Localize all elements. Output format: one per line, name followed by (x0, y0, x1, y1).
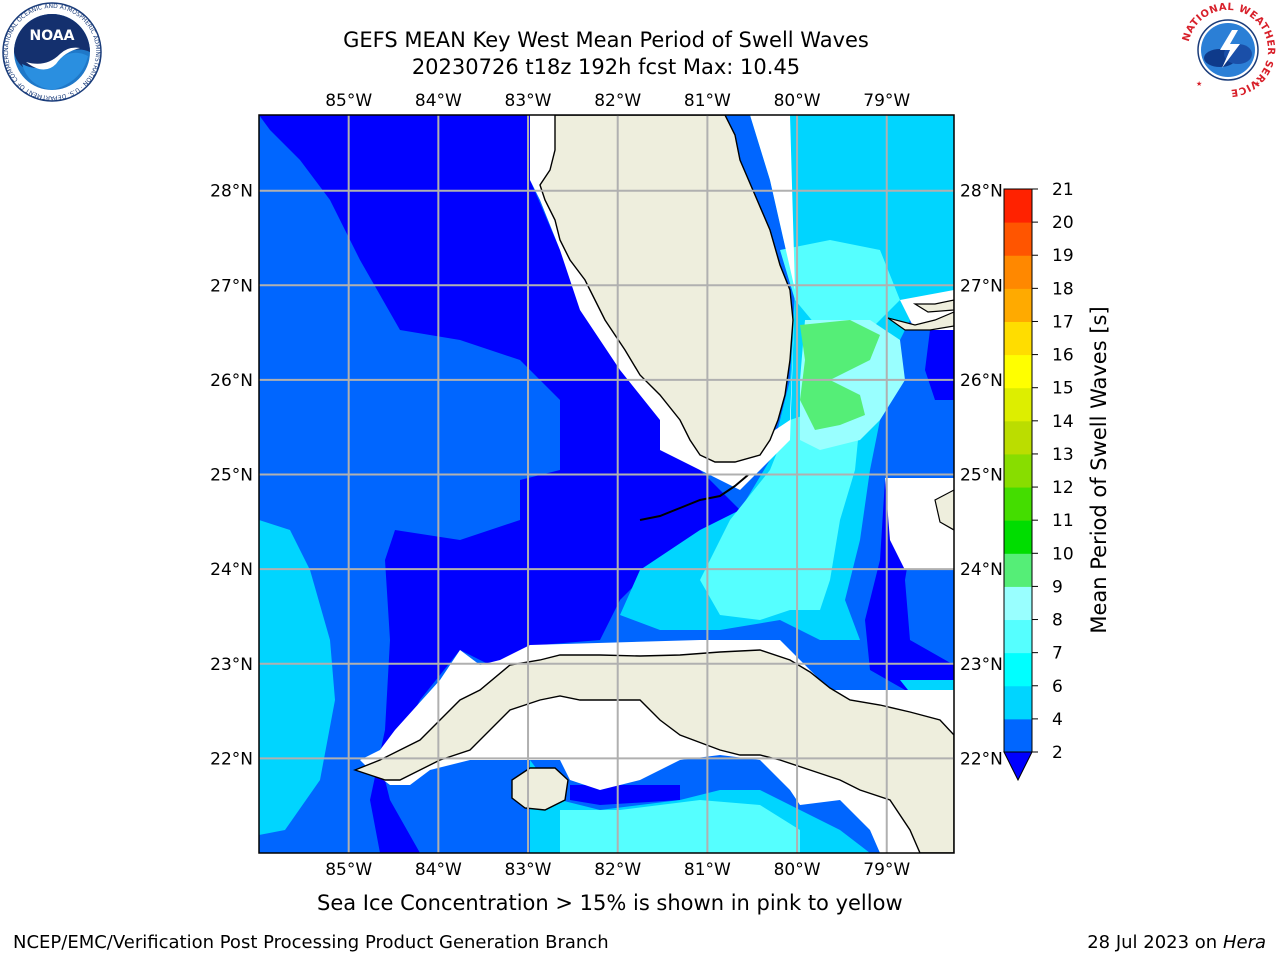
colorbar-segment (1004, 387, 1032, 422)
lon-tick-label-top: 83°W (505, 91, 552, 111)
footer-date: 28 Jul 2023 on Hera (1087, 932, 1266, 953)
colorbar-tick-label: 8 (1052, 611, 1063, 631)
chart-subtitle: 20230726 t18z 192h fcst Max: 10.45 (411, 55, 801, 79)
chart-title: GEFS MEAN Key West Mean Period of Swell … (343, 28, 869, 52)
lon-tick-label-bottom: 81°W (684, 860, 731, 880)
map-tick-labels: 85°W 85°W 84°W 84°W 83°W 83°W 82°W 82°W 81°W 81°W… (210, 91, 1003, 880)
lat-tick-label-right: 27°N (960, 276, 1003, 296)
colorbar-segment (1004, 652, 1032, 687)
colorbar-segment (1004, 718, 1032, 753)
map-frame (258, 114, 955, 854)
colorbar-segment (1004, 420, 1032, 455)
swell-contour-4to6-west (259, 520, 335, 835)
land-florida-keys (639, 474, 749, 521)
swell-contour-9to10 (800, 320, 880, 430)
colorbar-under-triangle (1003, 751, 1033, 782)
colorbar-segment (1004, 520, 1032, 554)
land-bahamas-andros (934, 489, 954, 531)
svg-text:★: ★ (1196, 80, 1202, 88)
colorbar-tick-label: 4 (1052, 710, 1063, 730)
lat-tick-label-left: 27°N (210, 276, 253, 296)
lat-tick-label-left: 28°N (210, 182, 253, 202)
colorbar-segment (1004, 487, 1032, 521)
colorbar-frame (1003, 188, 1033, 753)
colorbar-label: Mean Period of Swell Waves [s] (1087, 306, 1111, 633)
colorbar-segment (1004, 553, 1032, 587)
sea-ice-note: Sea Ice Concentration > 15% is shown in … (317, 891, 903, 915)
swell-contour-under2-bahamas (925, 330, 954, 400)
colorbar-segment (1004, 354, 1032, 389)
colorbar-tick-label: 10 (1052, 544, 1074, 564)
colorbar-tick-label: 18 (1052, 279, 1074, 299)
footer-host: Hera (1222, 932, 1266, 953)
lat-tick-label-left: 26°N (210, 371, 253, 391)
lon-tick-label-top: 82°W (594, 91, 641, 111)
lon-tick-label-bottom: 83°W (505, 860, 552, 880)
lon-tick-label-bottom: 80°W (774, 860, 821, 880)
lat-tick-label-left: 24°N (210, 560, 253, 580)
colorbar-segment (1004, 685, 1032, 720)
colorbar-tick-label: 12 (1052, 478, 1074, 498)
colorbar-tick-label: 17 (1052, 312, 1074, 332)
noaa-logo: NATIONAL OCEANIC AND ATMOSPHERIC ADMINIS… (2, 2, 102, 102)
swell-contour-6to8-south (560, 800, 800, 853)
colorbar-tick-label: 7 (1052, 644, 1063, 664)
colorbar-segment (1004, 222, 1032, 256)
lon-tick-label-top: 80°W (774, 91, 821, 111)
svg-text:★: ★ (1254, 80, 1260, 88)
lon-tick-label-bottom: 84°W (415, 860, 462, 880)
noaa-logo-text: NOAA (30, 28, 75, 44)
colorbar-segment (1004, 321, 1032, 356)
colorbar-tick-label: 21 (1052, 180, 1074, 200)
colorbar-tick-label: 11 (1052, 511, 1074, 531)
lat-tick-label-right: 23°N (960, 655, 1003, 675)
swell-contour-under2-south (570, 785, 680, 805)
lat-tick-label-left: 25°N (210, 466, 253, 486)
lon-tick-label-top: 85°W (325, 91, 372, 111)
lon-tick-label-bottom: 85°W (325, 860, 372, 880)
lat-tick-label-right: 24°N (960, 560, 1003, 580)
colorbar-segment (1004, 288, 1032, 322)
lat-tick-label-right: 26°N (960, 371, 1003, 391)
footer-credit: NCEP/EMC/Verification Post Processing Pr… (13, 932, 609, 953)
land-florida (539, 115, 794, 463)
colorbar-tick-label: 9 (1052, 577, 1063, 597)
colorbar-segment (1004, 255, 1032, 289)
colorbar-tick-label: 20 (1052, 213, 1074, 233)
land-bahamas-grand (887, 311, 954, 331)
lon-tick-label-bottom: 79°W (863, 860, 910, 880)
colorbar-tick-label: 19 (1052, 246, 1074, 266)
swell-contour-under2-gulf (259, 115, 740, 853)
colorbar-tick-label: 14 (1052, 412, 1074, 432)
colorbar-tick-label: 16 (1052, 346, 1074, 366)
colorbar-tick-label: 2 (1052, 743, 1063, 763)
colorbar-tick-label: 6 (1052, 677, 1063, 697)
footer-date-text: 28 Jul 2023 on (1087, 932, 1223, 953)
colorbar-segment (1004, 586, 1032, 621)
nws-logo: NATIONAL WEATHER SERVICE ★ ★ (1181, 2, 1276, 98)
lat-tick-label-left: 23°N (210, 655, 253, 675)
swell-contour-4to6-straits (620, 115, 954, 640)
lon-tick-label-bottom: 82°W (594, 860, 641, 880)
land-bahamas-abaco (912, 299, 954, 313)
land-cuba (352, 649, 954, 853)
lat-tick-label-right: 22°N (960, 749, 1003, 769)
map-area (259, 115, 954, 853)
swell-contour-6to8 (700, 410, 860, 620)
colorbar-segment (1004, 453, 1032, 488)
land-isle-of-youth (511, 767, 569, 811)
lat-tick-label-right: 25°N (960, 466, 1003, 486)
lat-tick-label-left: 22°N (210, 749, 253, 769)
colorbar-tick-label: 13 (1052, 445, 1074, 465)
colorbar-segment (1004, 189, 1032, 223)
colorbar: 2 4 6 7 8 9 10 11 12 13 14 15 16 17 18 19 20 21 (1003, 180, 1074, 782)
map-gridlines (259, 115, 954, 853)
colorbar-tick-label: 15 (1052, 379, 1074, 399)
colorbar-segment (1004, 619, 1032, 654)
lat-tick-label-right: 28°N (960, 182, 1003, 202)
lon-tick-label-top: 84°W (415, 91, 462, 111)
lon-tick-label-top: 79°W (863, 91, 910, 111)
lon-tick-label-top: 81°W (684, 91, 731, 111)
